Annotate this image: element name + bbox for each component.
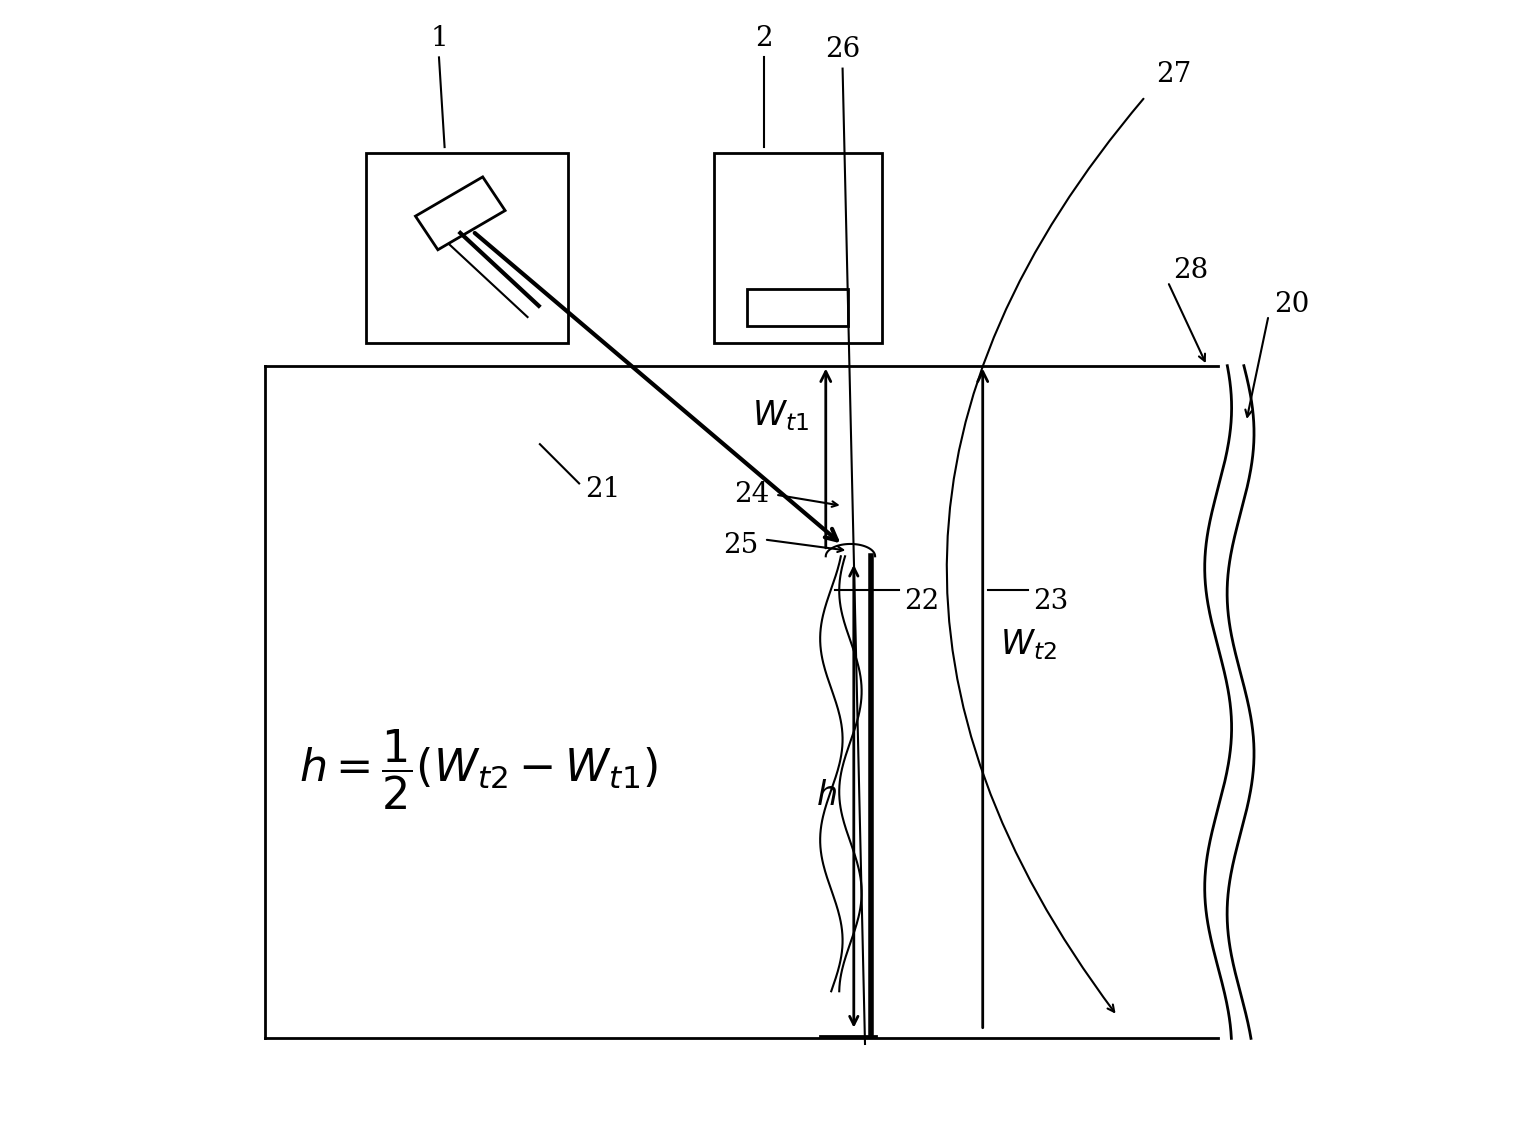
Bar xyxy=(366,153,567,343)
Text: $W_{t1}$: $W_{t1}$ xyxy=(752,398,809,434)
Text: 27: 27 xyxy=(1156,60,1192,87)
Text: 20: 20 xyxy=(1274,291,1309,318)
Text: $h$: $h$ xyxy=(816,780,837,813)
Text: 21: 21 xyxy=(584,476,620,503)
Text: 25: 25 xyxy=(724,531,758,558)
Text: 24: 24 xyxy=(734,481,769,508)
Text: 28: 28 xyxy=(1173,257,1209,284)
Bar xyxy=(713,153,881,343)
Text: 1: 1 xyxy=(431,25,448,52)
Polygon shape xyxy=(416,177,505,250)
Text: 26: 26 xyxy=(825,36,860,64)
Text: $W_{t2}$: $W_{t2}$ xyxy=(1000,628,1056,662)
Text: 2: 2 xyxy=(755,25,774,52)
Text: 23: 23 xyxy=(1033,588,1068,615)
Text: $h=\dfrac{1}{2}(W_{t2}-W_{t1})$: $h=\dfrac{1}{2}(W_{t2}-W_{t1})$ xyxy=(299,726,657,812)
Text: 22: 22 xyxy=(904,588,939,615)
Bar xyxy=(748,289,848,327)
